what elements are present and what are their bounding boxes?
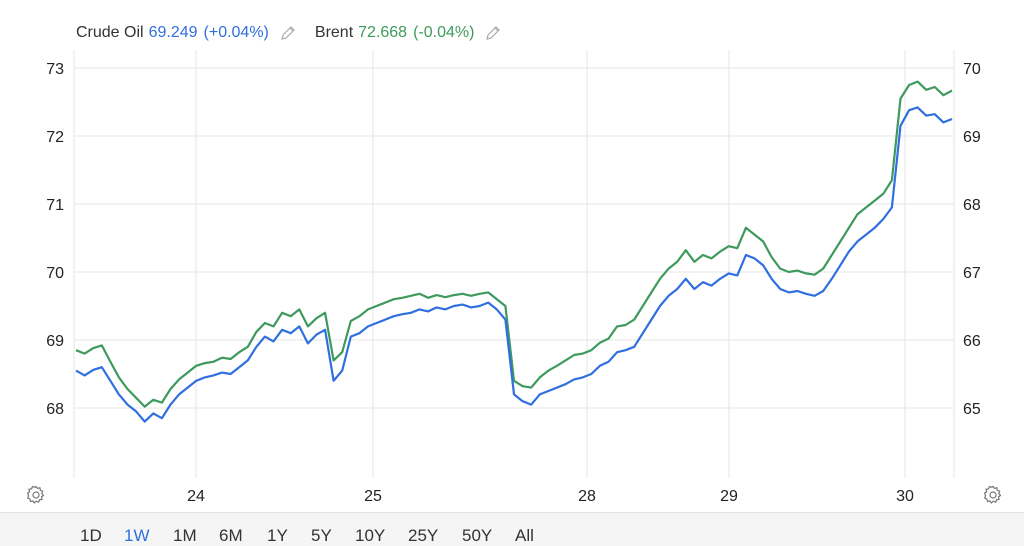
gear-icon[interactable] xyxy=(25,484,47,506)
y-right-tick-label: 66 xyxy=(963,333,981,350)
range-10y-button[interactable]: 10Y xyxy=(355,526,386,545)
range-1w-button[interactable]: 1W xyxy=(124,526,150,545)
legend-crude-value: 69.249 xyxy=(148,24,198,41)
y-right-tick-label: 65 xyxy=(963,401,981,418)
legend-crude-name: Crude Oil xyxy=(76,24,144,41)
range-1m-button[interactable]: 1M xyxy=(173,526,197,545)
series-line-crude-oil xyxy=(75,106,953,423)
legend-brent-value: 72.668 xyxy=(358,24,408,41)
legend-brent-change: (-0.04%) xyxy=(413,24,475,41)
x-tick-label: 25 xyxy=(364,488,382,505)
x-tick-label: 30 xyxy=(896,488,914,505)
range-1d-button[interactable]: 1D xyxy=(80,526,102,545)
y-right-tick-label: 67 xyxy=(963,265,981,282)
legend-crude-change: (+0.04%) xyxy=(203,24,269,41)
x-tick-label: 24 xyxy=(187,488,205,505)
y-left-tick-label: 68 xyxy=(46,401,64,418)
chart-legend: Crude Oil 69.249 (+0.04%) Brent 72.668 (… xyxy=(76,24,520,42)
gear-icon[interactable] xyxy=(982,484,1004,506)
range-5y-button[interactable]: 5Y xyxy=(311,526,332,545)
line-chart: 68 69 70 71 72 73 65 66 67 68 69 70 24 25 28 29 30 xyxy=(46,50,981,505)
y-left-tick-label: 73 xyxy=(46,61,64,78)
legend-brent-name: Brent xyxy=(314,24,354,41)
y-right-tick-label: 69 xyxy=(963,129,981,146)
edit-pencil-icon[interactable] xyxy=(279,24,297,42)
range-25y-button[interactable]: 25Y xyxy=(408,526,439,545)
y-left-tick-label: 71 xyxy=(46,197,64,214)
series-line-brent xyxy=(75,80,953,408)
range-50y-button[interactable]: 50Y xyxy=(462,526,493,545)
x-tick-label: 29 xyxy=(720,488,738,505)
range-1y-button[interactable]: 1Y xyxy=(267,526,288,545)
y-left-tick-label: 72 xyxy=(46,129,64,146)
x-tick-label: 28 xyxy=(578,488,596,505)
range-6m-button[interactable]: 6M xyxy=(219,526,243,545)
y-left-tick-label: 70 xyxy=(46,265,64,282)
y-left-tick-label: 69 xyxy=(46,333,64,350)
y-right-tick-label: 68 xyxy=(963,197,981,214)
edit-pencil-icon[interactable] xyxy=(484,24,502,42)
range-all-button[interactable]: All xyxy=(515,526,534,545)
y-right-tick-label: 70 xyxy=(963,61,981,78)
range-selector: 1D 1W 1M 6M 1Y 5Y 10Y 25Y 50Y All xyxy=(0,512,1024,546)
